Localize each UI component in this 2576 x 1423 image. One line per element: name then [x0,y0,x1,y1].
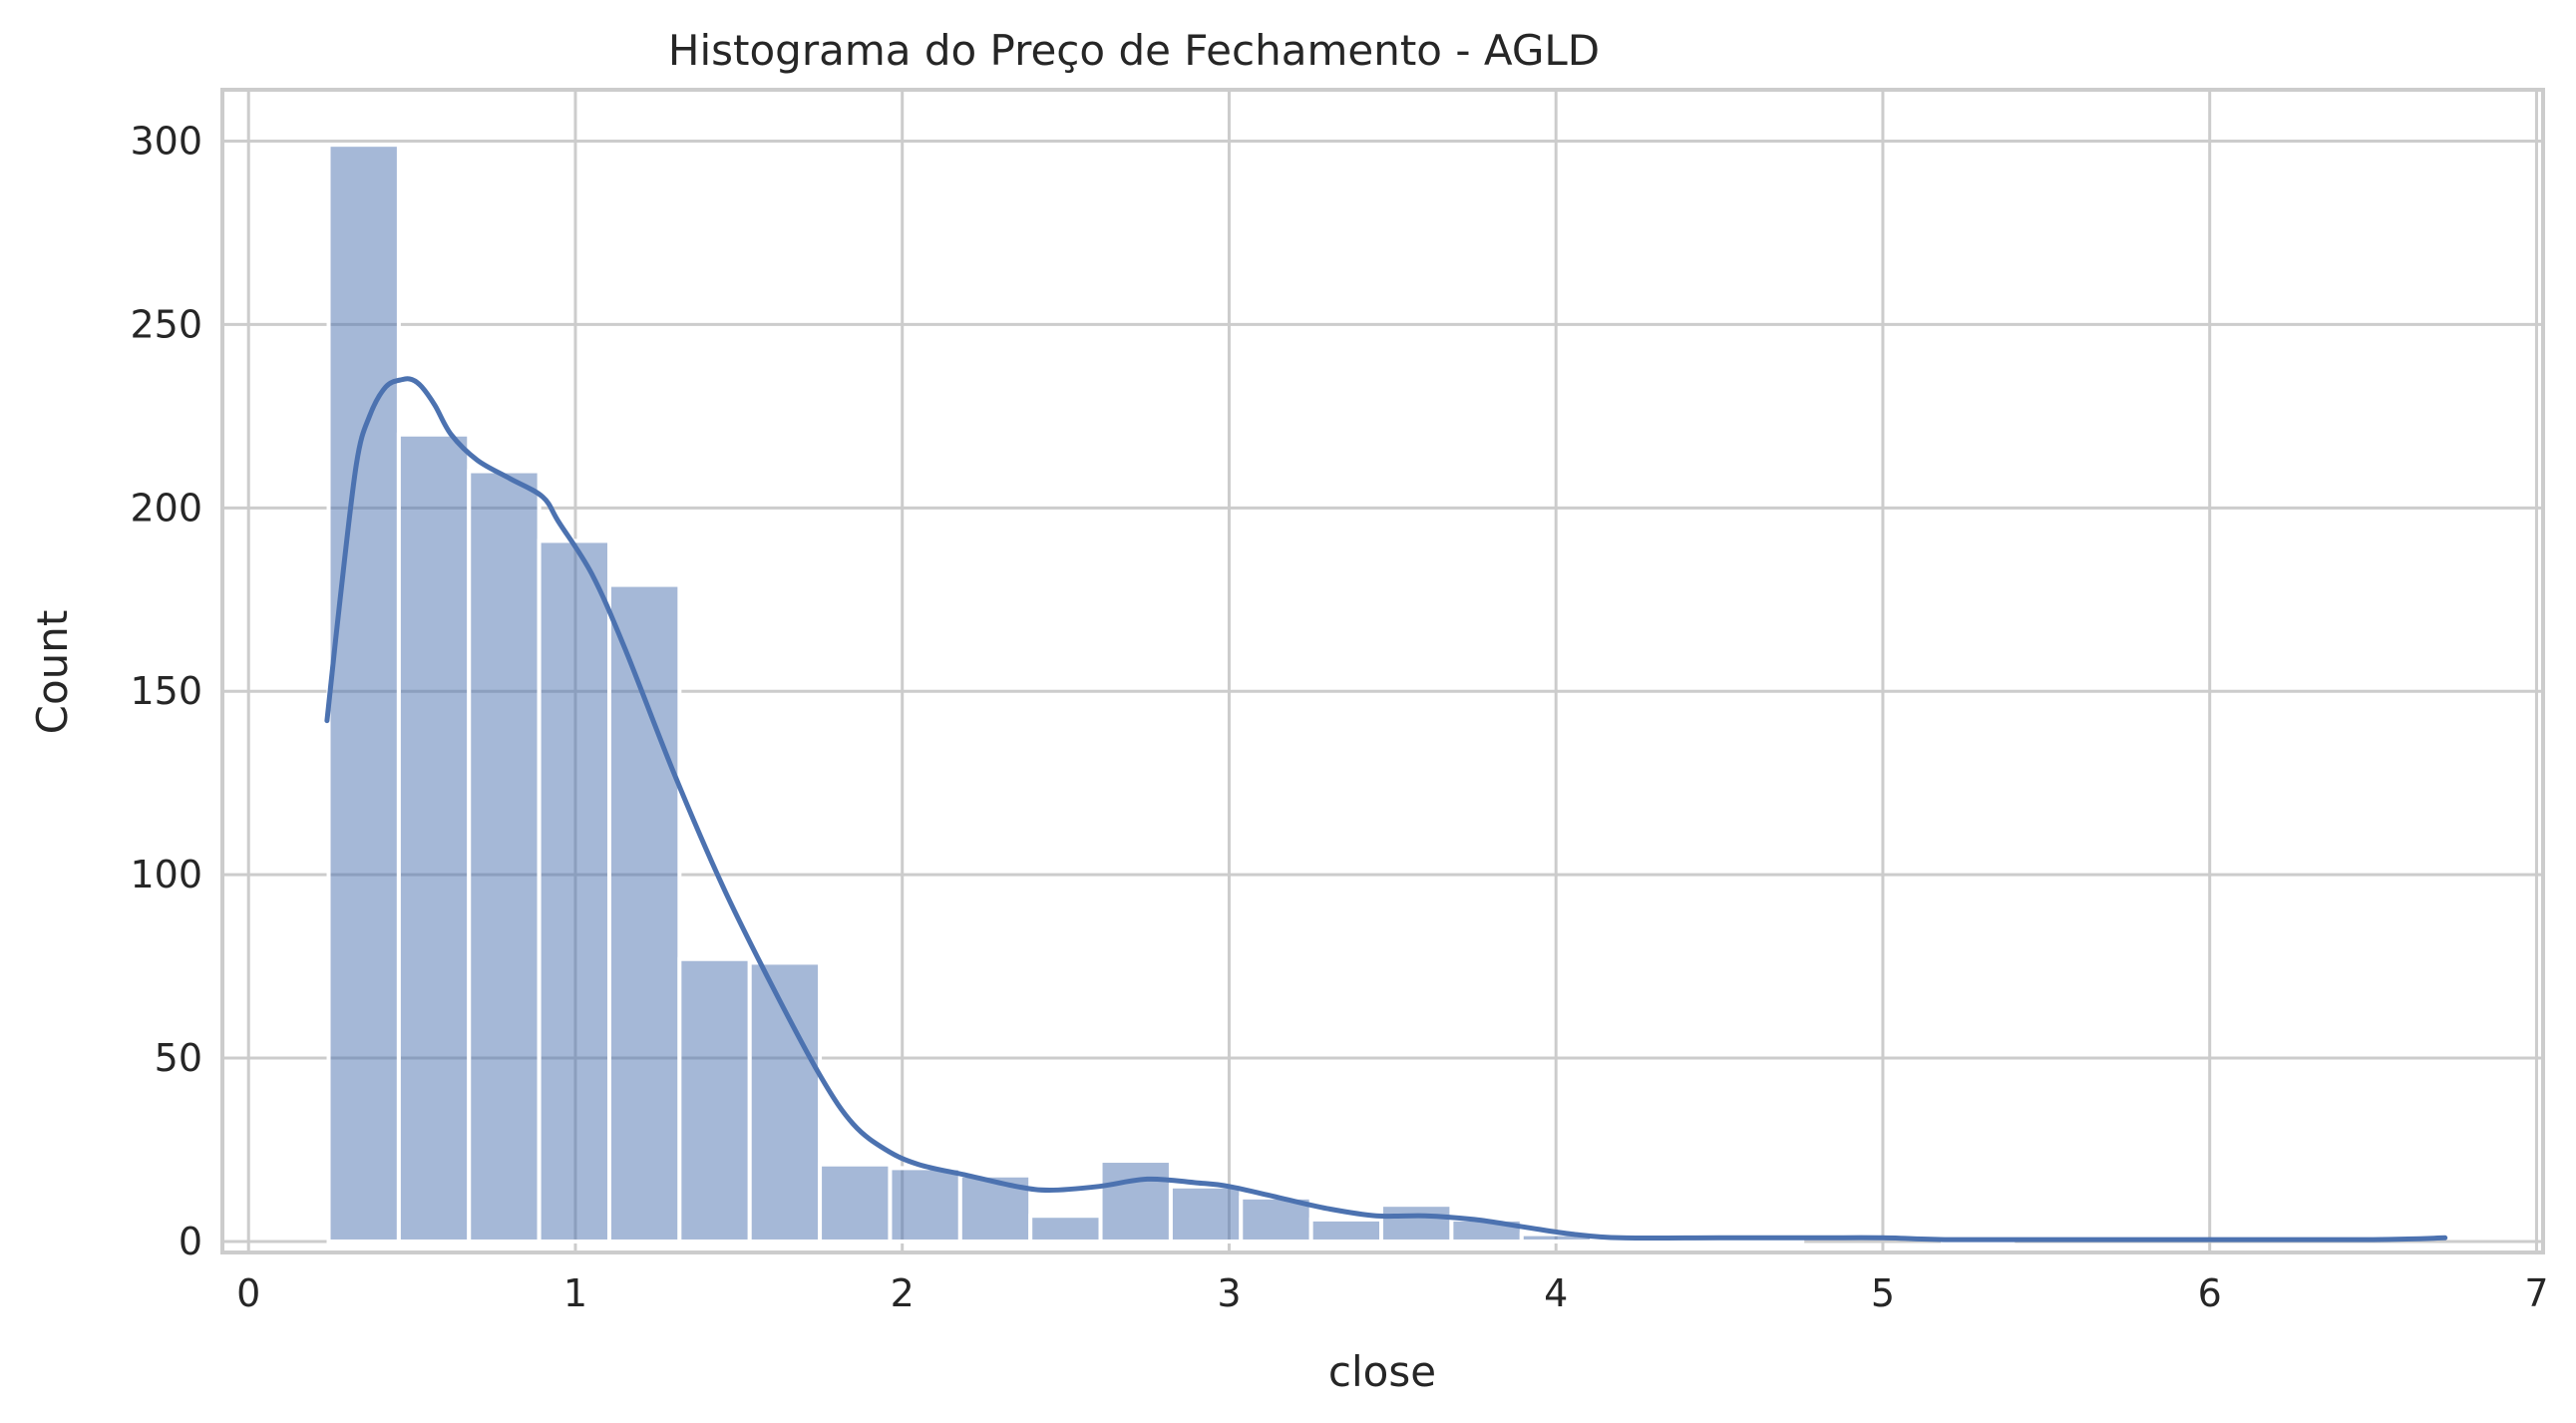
x-tick-label: 5 [1871,1271,1895,1315]
histogram-bar [747,960,823,1244]
y-tick-label: 50 [155,1036,202,1080]
histogram-bar [957,1173,1033,1244]
x-tick-label: 3 [1217,1271,1241,1315]
chart-title: Histograma do Preço de Fechamento - AGLD [668,26,1600,75]
y-tick-label: 200 [130,486,202,530]
x-axis-ticks: 0 1 2 3 4 5 6 7 [236,1271,2548,1315]
histogram-bar [467,469,542,1244]
histogram-bar [888,1166,962,1244]
x-tick-label: 6 [2198,1271,2222,1315]
y-axis-label: Count [28,610,77,735]
x-tick-label: 2 [891,1271,915,1315]
histogram-bar [396,432,472,1244]
histogram-bar [1168,1184,1244,1244]
plot-frame [220,88,2545,1254]
histogram-bars [326,143,2016,1244]
x-tick-label: 0 [236,1271,260,1315]
histogram-bar [1028,1214,1103,1244]
y-tick-label: 250 [130,302,202,346]
y-tick-label: 150 [130,669,202,713]
kde-curve [324,376,2448,1243]
histogram-bar [1308,1217,1384,1244]
histogram-bar [818,1162,893,1244]
y-tick-label: 300 [130,119,202,163]
x-axis-label: close [1328,1347,1436,1396]
histogram-bar [1098,1159,1173,1244]
histogram-bar [537,538,611,1244]
y-tick-label: 100 [130,853,202,896]
x-tick-label: 7 [2524,1271,2548,1315]
histogram-bar [326,143,401,1244]
x-tick-label: 1 [563,1271,587,1315]
y-axis-ticks: 0 50 100 150 200 250 300 [130,119,202,1262]
histogram-bar [677,956,752,1244]
x-tick-label: 4 [1544,1271,1568,1315]
histogram-bar [1379,1203,1454,1244]
y-tick-label: 0 [179,1220,202,1263]
histogram-bar [606,582,682,1244]
